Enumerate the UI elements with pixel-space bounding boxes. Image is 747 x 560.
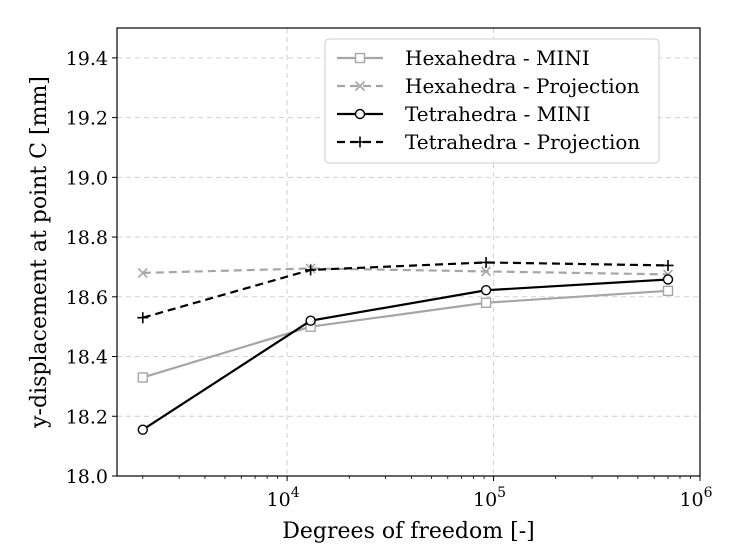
legend-marker [354, 136, 366, 148]
series-hexahedra-projection [137, 263, 674, 280]
series-line [142, 278, 669, 431]
y-tick-label: 18.8 [66, 227, 108, 249]
x-tick-label: 105 [473, 485, 506, 511]
series-line [142, 289, 669, 379]
legend-item: Tetrahedra - Projection [337, 130, 640, 154]
data-point [662, 274, 674, 285]
data-point [137, 267, 148, 278]
legend-marker [354, 52, 366, 64]
legend-item: Hexahedra - Projection [337, 74, 640, 98]
legend-label: Hexahedra - MINI [405, 46, 590, 70]
legend-marker [354, 108, 366, 120]
x-tick-label: 106 [679, 485, 712, 511]
data-point [662, 259, 674, 271]
y-tick-label: 18.4 [66, 347, 108, 369]
y-tick-label: 18.6 [66, 287, 108, 309]
axis-ticks: 18.0 18.2 18.4 18.6 18.8 19.0 19.2 19.4 104 105 10… [66, 48, 713, 511]
legend-marker [354, 80, 366, 92]
legend: Hexahedra - MINI Hexahedra - Projection Te… [324, 38, 660, 164]
data-point [480, 285, 492, 296]
x-tick-label: 104 [267, 485, 300, 511]
y-tick-label: 18.0 [66, 466, 108, 488]
data-point [305, 315, 316, 326]
data-point [480, 297, 492, 308]
plot-frame [116, 27, 701, 477]
data-point [137, 312, 149, 324]
series-group [137, 256, 674, 435]
series-line [142, 267, 669, 276]
x-axis-label: Degrees of freedom [-] [282, 519, 534, 544]
data-point [137, 424, 148, 435]
data-point [305, 264, 317, 276]
data-point [480, 256, 492, 268]
legend-label: Tetrahedra - Projection [405, 130, 640, 154]
series-tetrahedra-mini [137, 274, 674, 435]
series-line [142, 261, 669, 319]
data-point [481, 266, 492, 277]
data-point [662, 285, 674, 297]
legend-label: Hexahedra - Projection [405, 74, 640, 98]
legend-item: Tetrahedra - MINI [337, 102, 590, 126]
legend-item: Hexahedra - MINI [337, 46, 590, 70]
y-tick-label: 18.2 [66, 406, 108, 428]
y-tick-label: 19.0 [66, 167, 108, 189]
legend-label: Tetrahedra - MINI [405, 102, 590, 126]
y-tick-label: 19.4 [66, 48, 108, 70]
series-tetrahedra-projection [137, 256, 674, 324]
data-point [137, 372, 148, 383]
series-hexahedra-mini [137, 285, 674, 383]
y-tick-label: 19.2 [66, 108, 108, 130]
legend-box [324, 38, 660, 164]
y-axis-label: y-displacement at point C [mm] [27, 76, 52, 429]
